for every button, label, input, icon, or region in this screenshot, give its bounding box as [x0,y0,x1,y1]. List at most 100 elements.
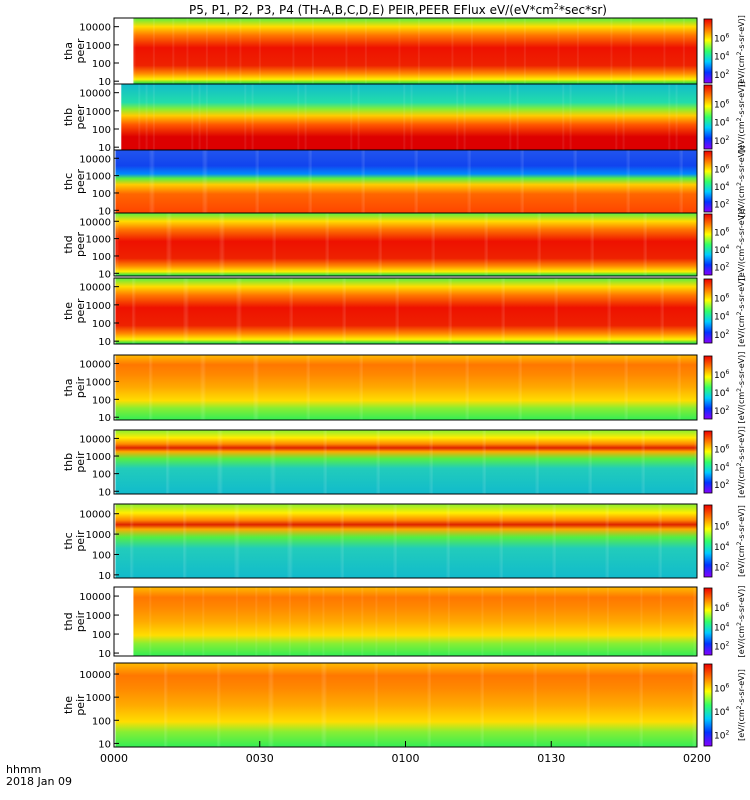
colorbar-tick-label: 104 [714,706,729,718]
x-axis-label-date: 2018 Jan 09 [6,775,72,788]
colorbar-tick-label: 106 [714,602,729,614]
x-tick-label: 0100 [392,752,420,765]
spectrogram-texture [363,150,365,213]
y-tick-label: 1000 [86,377,111,388]
colorbar-tick-label: 106 [714,682,729,694]
spectrogram-texture [206,18,208,84]
colorbar-tick-label: 102 [714,640,729,652]
y-tick-label: 10000 [79,89,111,100]
colorbar [704,431,712,493]
spectrogram-texture [615,84,617,150]
y-tick-label: 100 [92,189,111,200]
spectrogram-texture [663,18,665,84]
spectrogram-texture [312,18,314,84]
spectrogram-texture [116,213,118,276]
colorbar [704,151,712,212]
spectrogram-texture [191,84,193,150]
spectrogram-texture [205,150,207,213]
colorbar-tick-label: 106 [714,292,729,304]
spectrogram-texture [573,355,575,420]
spectrogram-texture [609,278,611,344]
spectrogram-texture [327,213,329,276]
spectrogram-texture [380,213,382,276]
spectrogram-texture [554,587,556,656]
colorbar-label: [eV/(cm2-s-sr-eV)] [736,426,746,498]
spectrogram-texture [509,84,511,150]
colorbar-tick-label: 102 [714,69,729,81]
spectrogram-texture [186,278,188,344]
spectrogram-texture [431,430,433,494]
spectrogram-texture [464,84,466,150]
spectrogram-texture [239,278,241,344]
spectrogram-texture [693,587,695,656]
spectrogram-texture [342,587,344,656]
spectrogram-texture [503,278,505,344]
spectrogram-texture [469,150,471,213]
spectrogram-texture [324,663,326,747]
panel-3: 10100100010000thcpeer102104106[eV/(cm2-s… [62,146,746,218]
spectrogram-texture [152,150,154,213]
spectrogram-texture [292,18,294,84]
spectrogram-texture [308,355,310,420]
colorbar-tick-label: 106 [714,98,729,110]
spectrogram-texture [520,355,522,420]
y-tick-label: 1000 [86,172,111,183]
y-tick-label: 10000 [79,217,111,228]
y-tick-label: 10000 [79,283,111,294]
y-tick-label: 10 [98,269,111,280]
spectrogram-image [115,504,697,578]
colorbar-tick-label: 102 [714,198,729,210]
spectrogram-texture [165,663,167,747]
spectrogram-texture [517,84,519,150]
spectrogram-texture [501,504,503,578]
y-tick-label: 10000 [79,434,111,445]
spectrogram-texture [640,587,642,656]
spectrogram-texture [411,84,413,150]
spectrogram-image [133,587,697,656]
spectrogram-texture [662,278,664,344]
spectrogram-texture [218,663,220,747]
spectrogram-texture [433,213,435,276]
panel-product-label: peir [74,530,87,552]
spectrogram-texture [131,504,133,578]
y-tick-label: 10 [98,739,111,750]
spectrogram-texture [358,84,360,150]
spectrogram-texture [679,355,681,420]
y-tick-label: 100 [92,252,111,263]
colorbar-tick-label: 104 [714,311,729,323]
colorbar-label: [eV/(cm2-s-sr-eV)] [736,275,746,347]
colorbar-tick-label: 106 [714,521,729,533]
y-tick-label: 10000 [79,154,111,165]
colorbar-tick-label: 106 [714,444,729,456]
y-tick-label: 1000 [86,530,111,541]
spectrogram-texture [186,18,188,84]
spectrogram-texture [289,587,291,656]
spectrogram-texture [623,84,625,150]
spectrogram-texture [225,18,227,84]
spectrogram-texture [645,213,647,276]
colorbar-label: [eV/(cm2-s-sr-eV)] [736,15,746,87]
colorbar-tick-label: 102 [714,405,729,417]
colorbar [704,664,712,746]
spectrogram-texture [184,504,186,578]
spectrogram-texture [269,587,271,656]
y-tick-label: 10 [98,143,111,154]
spectrogram-texture [416,150,418,213]
colorbar-tick-label: 104 [714,461,729,473]
spectrogram-texture [610,18,612,84]
spectrogram-texture [534,587,536,656]
spectrogram-texture [403,84,405,150]
spectrogram-texture [539,213,541,276]
colorbar-tick-label: 102 [714,261,729,273]
spectrogram-texture [239,18,241,84]
spectrogram-texture [537,430,539,494]
y-tick-label: 100 [92,716,111,727]
spectrogram-texture [607,504,609,578]
panel-4: 10100100010000thdpeer102104106[eV/(cm2-s… [62,209,746,281]
spectrogram-texture [482,663,484,747]
colorbar-label: [eV/(cm2-s-sr-eV)] [736,352,746,424]
spectrogram-texture [345,18,347,84]
spectrogram-texture [273,430,275,494]
spectrogram-texture [660,504,662,578]
